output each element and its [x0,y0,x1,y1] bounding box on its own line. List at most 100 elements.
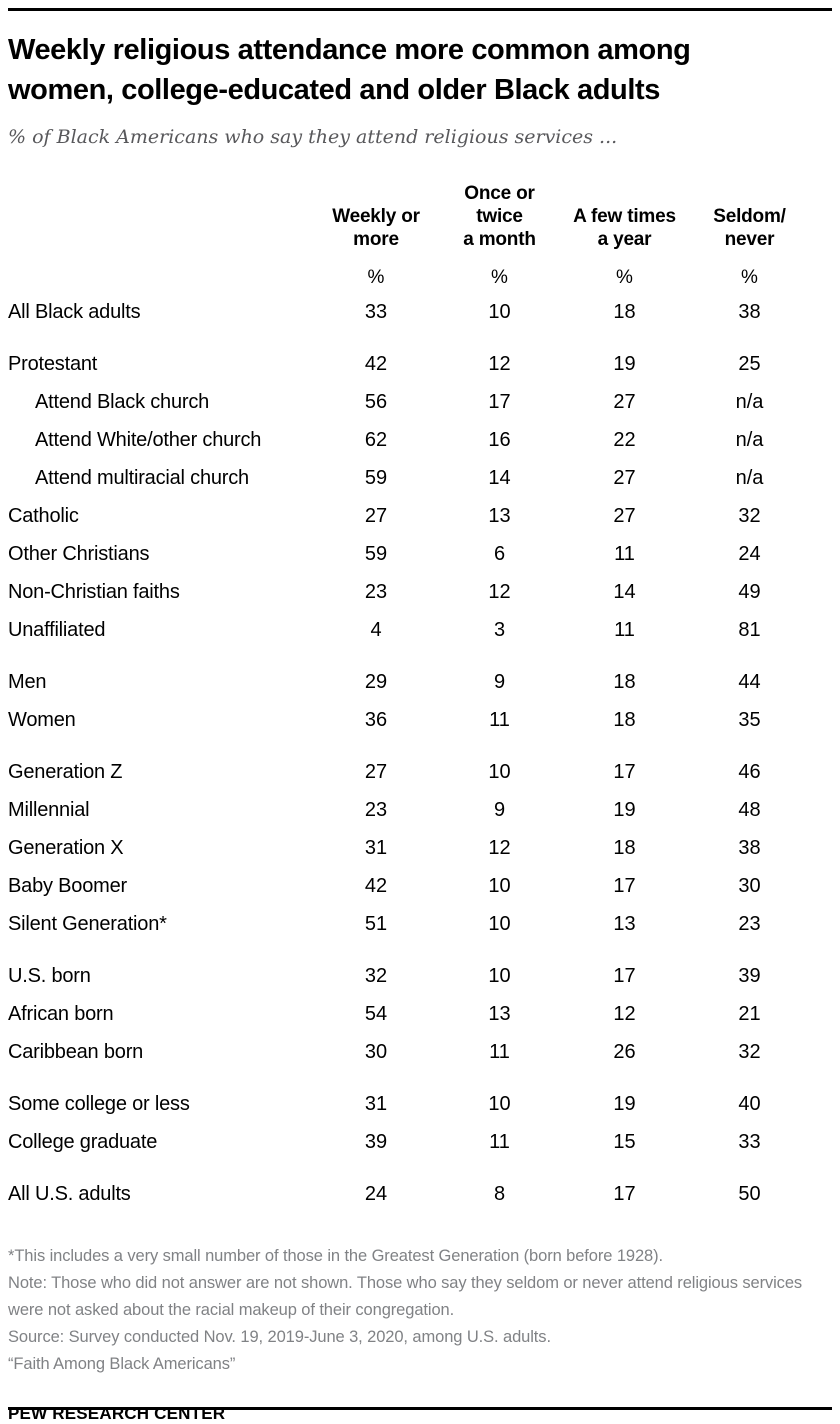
notes-block: *This includes a very small number of th… [8,1243,832,1378]
row-value: 10 [488,874,511,897]
table-row: Men 29 9 18 44 [8,663,832,701]
table-row: Women 36 11 18 35 [8,701,832,739]
row-value: 59 [364,542,388,565]
row-value: 44 [738,670,761,693]
row-value: 33 [364,300,388,323]
row-value: 11 [614,542,635,565]
table-row: Attend White/other church 62 16 22 n/a [8,421,832,459]
report-name-text: “Faith Among Black Americans” [8,1355,236,1373]
table-row: Some college or less 31 10 19 40 [8,1085,832,1123]
row-value: 4 [370,618,382,641]
row-value: 19 [613,352,636,375]
row-value: 10 [488,964,511,987]
row-value: 42 [364,352,388,375]
row-value: 49 [738,580,761,603]
table-header-row: Weekly or more Once or twice a month A f… [8,182,832,251]
table-row: All U.S. adults 24 8 17 50 [8,1175,832,1213]
row-label: All Black adults [8,300,141,323]
table-row: Caribbean born 30 11 26 32 [8,1033,832,1071]
row-label: Protestant [8,352,98,375]
row-value: 19 [613,1092,636,1115]
row-value: 18 [613,670,636,693]
table-row: Generation X 31 12 18 38 [8,829,832,867]
table-row: Non-Christian faiths 23 12 14 49 [8,573,832,611]
row-value: 23 [738,912,761,935]
row-value: 9 [493,670,506,693]
row-value: 62 [364,428,388,451]
row-value: 11 [614,618,635,641]
row-label: All U.S. adults [8,1182,131,1205]
row-value: 12 [488,836,511,859]
row-value: 31 [364,836,388,859]
row-value: 12 [613,1002,636,1025]
page-subtitle: % of Black Americans who say they attend… [8,126,618,148]
row-value: 40 [738,1092,761,1115]
row-label: Catholic [8,504,79,527]
row-value: 26 [613,1040,636,1063]
row-value: 12 [488,580,511,603]
row-value: 39 [738,964,761,987]
column-header-seldom-never: Seldom/ never [713,206,786,250]
row-label: Millennial [8,798,90,821]
row-value: 14 [613,580,636,603]
row-value: 27 [364,504,388,527]
note-text: Note: Those who did not answer are not s… [8,1274,803,1319]
row-value: 46 [738,760,761,783]
row-value: 24 [738,542,761,565]
table-row: Generation Z 27 10 17 46 [8,753,832,791]
row-value: n/a [735,428,764,451]
table-row: Catholic 27 13 27 32 [8,497,832,535]
row-value: 17 [488,390,511,413]
row-value: 8 [493,1182,506,1205]
row-value: 30 [738,874,761,897]
row-value: 23 [364,798,388,821]
row-value: n/a [735,466,764,489]
row-label: Silent Generation* [8,912,167,935]
row-value: 11 [489,1130,510,1153]
table-row: College graduate 39 11 15 33 [8,1123,832,1161]
row-label: Caribbean born [8,1040,144,1063]
row-value: 27 [613,504,636,527]
row-value: 32 [738,1040,761,1063]
row-value: 14 [488,466,511,489]
row-value: 11 [489,1040,510,1063]
row-label: College graduate [8,1130,158,1153]
row-value: 39 [364,1130,388,1153]
table-row: Protestant 42 12 19 25 [8,345,832,383]
row-value: 81 [738,618,761,641]
top-rule [8,8,832,11]
row-value: 38 [738,300,761,323]
row-value: 54 [364,1002,388,1025]
row-label: Unaffiliated [8,618,106,641]
row-label: Attend multiracial church [35,466,249,489]
row-value: 10 [488,1092,511,1115]
row-value: 42 [364,874,388,897]
unit-percent: % [491,267,508,288]
row-label: African born [8,1002,114,1025]
row-value: 32 [364,964,388,987]
footnote-text: *This includes a very small number of th… [8,1247,664,1265]
row-label: Non-Christian faiths [8,580,180,603]
table-row: All Black adults 33 10 18 38 [8,293,832,331]
row-value: 30 [364,1040,388,1063]
row-value: 23 [364,580,388,603]
row-value: 18 [613,708,636,731]
table-row: U.S. born 32 10 17 39 [8,957,832,995]
row-value: n/a [735,390,764,413]
row-label: U.S. born [8,964,91,987]
unit-percent: % [741,267,758,288]
row-value: 32 [738,504,761,527]
row-label: Men [8,670,47,693]
row-value: 3 [493,618,506,641]
row-value: 18 [613,300,636,323]
row-value: 31 [364,1092,388,1115]
row-value: 17 [613,1182,636,1205]
row-value: 17 [613,874,636,897]
table-row: Unaffiliated 4 3 11 81 [8,611,832,649]
table-row: Millennial 23 9 19 48 [8,791,832,829]
row-value: 12 [488,352,511,375]
row-label: Generation Z [8,760,123,783]
table-row: Other Christians 59 6 11 24 [8,535,832,573]
row-value: 11 [489,708,510,731]
